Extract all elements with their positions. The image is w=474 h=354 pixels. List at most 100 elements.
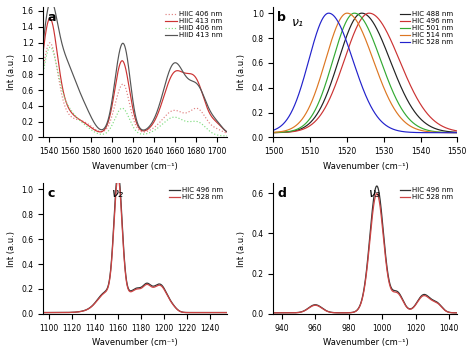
Text: ν₃: ν₃ [369, 187, 381, 200]
HlC 501 nm [449, 130, 455, 135]
HlC 496 nm [271, 311, 276, 315]
HlC 496 nm [201, 310, 207, 315]
HlC 501 nm [280, 130, 286, 134]
HliD 406 nm [62, 95, 67, 99]
HliD 413 nm [119, 42, 125, 46]
Line: HliC 406 nm: HliC 406 nm [43, 43, 227, 133]
HliD 406 nm [221, 134, 227, 138]
HlC 496 nm [455, 311, 460, 315]
HlC 488 nm [360, 11, 366, 15]
Line: HlC 501 nm: HlC 501 nm [273, 13, 457, 133]
HliC 406 nm [119, 82, 125, 87]
HliC 413 nm [119, 59, 125, 63]
HliC 413 nm [224, 130, 230, 134]
HlC 488 nm [280, 130, 286, 135]
HlC 528 nm [455, 131, 460, 135]
HlC 496 nm [40, 310, 46, 315]
HlC 488 nm [416, 114, 421, 119]
HlC 496 nm [111, 220, 117, 224]
Text: d: d [277, 187, 286, 200]
Line: HliC 413 nm: HliC 413 nm [43, 18, 227, 132]
Line: HlC 488 nm: HlC 488 nm [273, 13, 457, 133]
HlC 514 nm [455, 131, 460, 135]
HlC 514 nm [449, 131, 455, 135]
Y-axis label: Int (a.u.): Int (a.u.) [237, 54, 246, 90]
Y-axis label: Int (a.u.): Int (a.u.) [237, 230, 246, 267]
HlC 514 nm [280, 129, 286, 133]
HlC 488 nm [359, 11, 365, 15]
HliC 406 nm [201, 113, 207, 117]
HlC 514 nm [360, 31, 366, 35]
HlC 528 nm [224, 310, 230, 315]
HlC 528 nm [280, 311, 286, 315]
HliD 406 nm [201, 124, 207, 128]
HlC 514 nm [344, 11, 350, 15]
HlC 501 nm [416, 124, 421, 129]
HliD 413 nm [48, 0, 54, 3]
HlC 528 nm [201, 310, 207, 315]
Text: ν₂: ν₂ [111, 187, 123, 200]
HlC 528 nm [449, 310, 455, 315]
HlC 496 nm [271, 131, 276, 135]
HliC 406 nm [40, 65, 46, 69]
HlC 514 nm [449, 131, 455, 135]
HliC 413 nm [62, 94, 67, 98]
HlC 496 nm [455, 129, 460, 133]
HlC 528 nm [271, 311, 276, 315]
Legend: HlC 488 nm, HlC 496 nm, HlC 501 nm, HlC 514 nm, HlC 528 nm: HlC 488 nm, HlC 496 nm, HlC 501 nm, HlC … [399, 10, 454, 46]
HliD 406 nm [40, 70, 46, 74]
Line: HlC 528 nm: HlC 528 nm [273, 194, 457, 313]
HlC 501 nm [449, 130, 455, 135]
HlC 528 nm [455, 311, 460, 315]
HlC 528 nm [449, 131, 455, 135]
HlC 528 nm [416, 299, 421, 303]
HlC 501 nm [360, 17, 366, 22]
HlC 528 nm [356, 73, 361, 78]
Legend: HlC 496 nm, HlC 528 nm: HlC 496 nm, HlC 528 nm [399, 187, 454, 201]
HlC 488 nm [449, 130, 455, 134]
X-axis label: Wavenumber (cm⁻¹): Wavenumber (cm⁻¹) [322, 162, 408, 171]
HlC 528 nm [449, 310, 455, 315]
HlC 496 nm [449, 310, 455, 315]
Line: HlC 496 nm: HlC 496 nm [273, 186, 457, 313]
HlC 496 nm [374, 184, 380, 188]
HlC 528 nm [360, 87, 366, 91]
HlC 496 nm [449, 128, 455, 132]
HlC 514 nm [271, 130, 276, 135]
Line: HlC 514 nm: HlC 514 nm [273, 13, 457, 133]
HlC 528 nm [326, 11, 331, 15]
HlC 528 nm [111, 224, 117, 228]
HliC 413 nm [73, 114, 78, 119]
HlC 528 nm [40, 310, 46, 315]
HlC 528 nm [62, 310, 67, 315]
HliC 406 nm [47, 41, 53, 45]
HliC 413 nm [111, 93, 117, 97]
HliC 413 nm [47, 16, 53, 21]
HliD 413 nm [62, 50, 67, 54]
HlC 528 nm [115, 176, 121, 180]
HlC 496 nm [449, 128, 455, 132]
HlC 496 nm [416, 98, 421, 103]
Text: c: c [47, 187, 55, 200]
HlC 496 nm [360, 293, 366, 297]
HliD 406 nm [47, 45, 53, 49]
HlC 528 nm [271, 128, 276, 132]
HliD 406 nm [224, 134, 230, 138]
HlC 528 nm [221, 310, 227, 315]
Line: HliD 406 nm: HliD 406 nm [43, 47, 227, 136]
HliD 406 nm [119, 106, 125, 110]
HlC 496 nm [224, 310, 230, 315]
Y-axis label: Int (a.u.): Int (a.u.) [7, 230, 16, 267]
Legend: HlC 496 nm, HlC 528 nm: HlC 496 nm, HlC 528 nm [169, 187, 224, 201]
HlC 501 nm [271, 131, 276, 135]
HliD 413 nm [73, 78, 78, 82]
HliC 413 nm [201, 96, 207, 101]
HlC 496 nm [280, 311, 286, 315]
HlC 496 nm [280, 130, 286, 135]
HlC 528 nm [119, 219, 125, 224]
HlC 496 nm [355, 307, 361, 311]
HliD 413 nm [224, 130, 230, 134]
HliC 406 nm [62, 103, 67, 107]
HlC 488 nm [455, 130, 460, 135]
HliC 406 nm [224, 131, 230, 135]
